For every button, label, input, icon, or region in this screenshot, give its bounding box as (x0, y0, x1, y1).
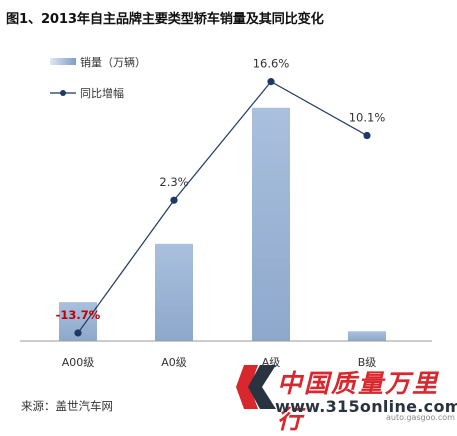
legend-bar-swatch (50, 58, 76, 65)
legend: 销量（万辆） 同比增幅 (50, 55, 146, 100)
bar-3 (348, 331, 386, 341)
growth-line (77, 80, 368, 334)
growth-data-label-1: 2.3% (159, 175, 188, 189)
bar-2 (252, 107, 290, 341)
watermark-sub: auto.gasgoo.com (386, 413, 455, 422)
chart-title: 图1、2013年自主品牌主要类型轿车销量及其同比变化 (6, 12, 324, 27)
x-tick-label: A00级 (62, 356, 95, 369)
legend-line-marker (60, 90, 66, 96)
growth-data-label-0: -13.7% (56, 308, 101, 322)
growth-point-2 (267, 78, 275, 86)
growth-point-3 (363, 131, 371, 140)
growth-data-label-3: 10.1% (349, 111, 386, 125)
growth-data-label-2: 16.6% (253, 57, 290, 71)
x-tick-label: A0级 (161, 356, 187, 369)
source-note: 来源：盖世汽车网 (21, 399, 113, 413)
growth-point-0 (74, 329, 82, 337)
watermark-logo-icon (236, 365, 276, 409)
watermark-url: www.315online.com (275, 397, 457, 416)
legend-line-label: 同比增幅 (80, 86, 124, 100)
legend-bar-label: 销量（万辆） (80, 55, 146, 69)
growth-point-1 (170, 196, 178, 204)
x-tick-label: B级 (358, 356, 377, 369)
chart: 销量（万辆） 同比增幅 A00级 A0级 A级 B级 -13.7%2.3%16.6%1… (20, 55, 432, 369)
bar-1 (155, 243, 193, 341)
